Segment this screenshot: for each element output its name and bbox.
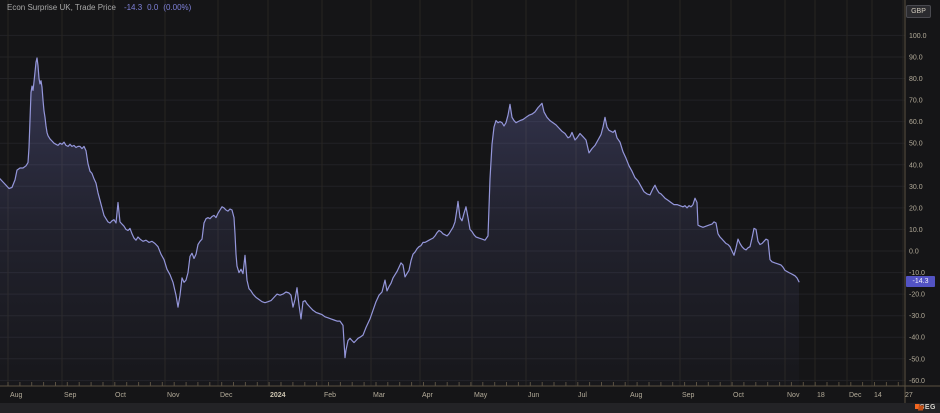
y-tick-label: 100.0 bbox=[909, 33, 927, 40]
y-tick-label: 0.0 bbox=[909, 249, 919, 256]
x-tick-label: Nov bbox=[167, 392, 180, 399]
x-tick-label: Jul bbox=[578, 392, 587, 399]
x-tick-label: Aug bbox=[630, 392, 643, 399]
area-fill bbox=[0, 58, 799, 386]
y-tick-label: 10.0 bbox=[909, 227, 923, 234]
y-tick-label: -60.0 bbox=[909, 378, 925, 385]
chart-legend[interactable]: Econ Surprise UK, Trade Price -14.3 0.0 (0.… bbox=[7, 3, 196, 12]
lseg-brand: LSEG bbox=[914, 403, 936, 412]
y-tick-label: -10.0 bbox=[909, 270, 925, 277]
x-tick-label: Apr bbox=[422, 392, 434, 399]
y-tick-label: -30.0 bbox=[909, 313, 925, 320]
price-line[interactable] bbox=[0, 57, 800, 359]
y-tick-label: 60.0 bbox=[909, 119, 923, 126]
x-tick-label: 18 bbox=[817, 392, 825, 399]
lseg-logo-text: LSEG bbox=[914, 404, 936, 411]
x-tick-label: Sep bbox=[64, 392, 77, 399]
lseg-logo-icon bbox=[914, 404, 924, 411]
x-tick-label: Oct bbox=[733, 392, 744, 399]
y-tick-label: 90.0 bbox=[909, 55, 923, 62]
y-tick-label: -50.0 bbox=[909, 356, 925, 363]
y-tick-label: 80.0 bbox=[909, 76, 923, 83]
y-tick-label: -40.0 bbox=[909, 335, 925, 342]
y-tick-label: 40.0 bbox=[909, 162, 923, 169]
currency-badge[interactable]: GBP bbox=[906, 5, 931, 18]
last-price-badge: -14.3 bbox=[906, 276, 935, 288]
x-tick-label: Oct bbox=[115, 392, 126, 399]
x-tick-label: 27 bbox=[905, 392, 913, 399]
x-tick-label: Jun bbox=[528, 392, 539, 399]
y-tick-label: 50.0 bbox=[909, 141, 923, 148]
x-tick-label: May bbox=[474, 392, 488, 399]
y-tick-label: -20.0 bbox=[909, 292, 925, 299]
x-tick-label: 2024 bbox=[270, 392, 286, 399]
x-tick-label: 14 bbox=[874, 392, 882, 399]
x-tick-label: Nov bbox=[787, 392, 800, 399]
y-tick-label: 20.0 bbox=[909, 205, 923, 212]
last-value: -14.3 bbox=[123, 3, 143, 12]
x-tick-label: Dec bbox=[849, 392, 862, 399]
x-tick-label: Feb bbox=[324, 392, 336, 399]
x-tick-label: Aug bbox=[10, 392, 23, 399]
x-tick-label: Dec bbox=[220, 392, 233, 399]
net-change: 0.0 bbox=[147, 3, 159, 12]
x-tick-label: Mar bbox=[373, 392, 386, 399]
pct-change: (0.00%) bbox=[163, 3, 192, 12]
footer-strip bbox=[0, 403, 940, 413]
x-tick-label: Sep bbox=[682, 392, 695, 399]
y-tick-label: 30.0 bbox=[909, 184, 923, 191]
series-label[interactable]: Econ Surprise UK, Trade Price bbox=[7, 3, 116, 12]
y-tick-label: 70.0 bbox=[909, 98, 923, 105]
